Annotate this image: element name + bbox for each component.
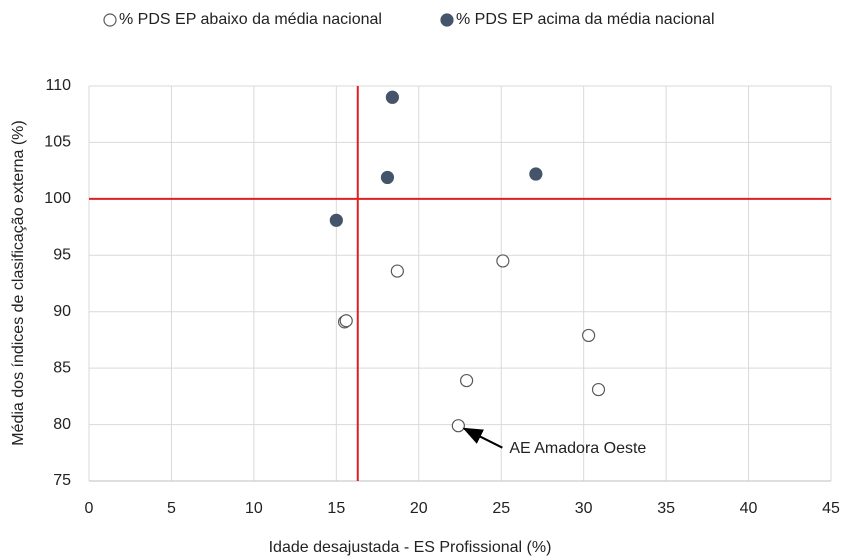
y-tick-label: 75 xyxy=(53,472,71,489)
y-tick-label: 90 xyxy=(53,303,71,320)
x-tick-label: 45 xyxy=(822,500,840,517)
x-tick-label: 10 xyxy=(245,500,263,517)
y-tick-label: 105 xyxy=(44,134,71,151)
legend-label: % PDS EP abaixo da média nacional xyxy=(119,11,382,28)
x-tick-label: 25 xyxy=(492,500,510,517)
point xyxy=(329,213,343,227)
x-tick-label: 40 xyxy=(740,500,758,517)
point xyxy=(339,314,353,328)
y-axis-label: Média dos índices de clasificação extern… xyxy=(10,120,27,446)
point xyxy=(451,419,465,433)
y-tick-label: 110 xyxy=(45,77,71,94)
x-tick-label: 35 xyxy=(657,500,675,517)
point xyxy=(529,167,543,181)
x-tick-label: 30 xyxy=(575,500,593,517)
x-tick-label: 5 xyxy=(167,500,176,517)
legend-marker xyxy=(103,13,117,27)
point xyxy=(459,373,474,388)
y-tick-label: 100 xyxy=(44,190,71,207)
point xyxy=(582,328,596,343)
point xyxy=(591,382,606,397)
point xyxy=(380,170,395,185)
point xyxy=(390,264,404,278)
legend-label: % PDS EP acima da média nacional xyxy=(456,11,715,28)
x-tick-label: 20 xyxy=(410,500,428,517)
point xyxy=(496,254,510,268)
annotation: AE Amadora Oeste xyxy=(509,440,646,457)
y-tick-label: 80 xyxy=(53,416,71,433)
x-tick-label: 15 xyxy=(327,500,345,517)
x-axis-label: Idade desajustada - ES Profissional (%) xyxy=(269,539,552,556)
x-tick-label: 0 xyxy=(85,500,94,517)
legend-marker xyxy=(440,13,454,27)
y-tick-label: 85 xyxy=(53,359,71,376)
point xyxy=(385,90,399,104)
annotation-arrow xyxy=(462,427,503,449)
y-tick-label: 95 xyxy=(53,247,71,264)
